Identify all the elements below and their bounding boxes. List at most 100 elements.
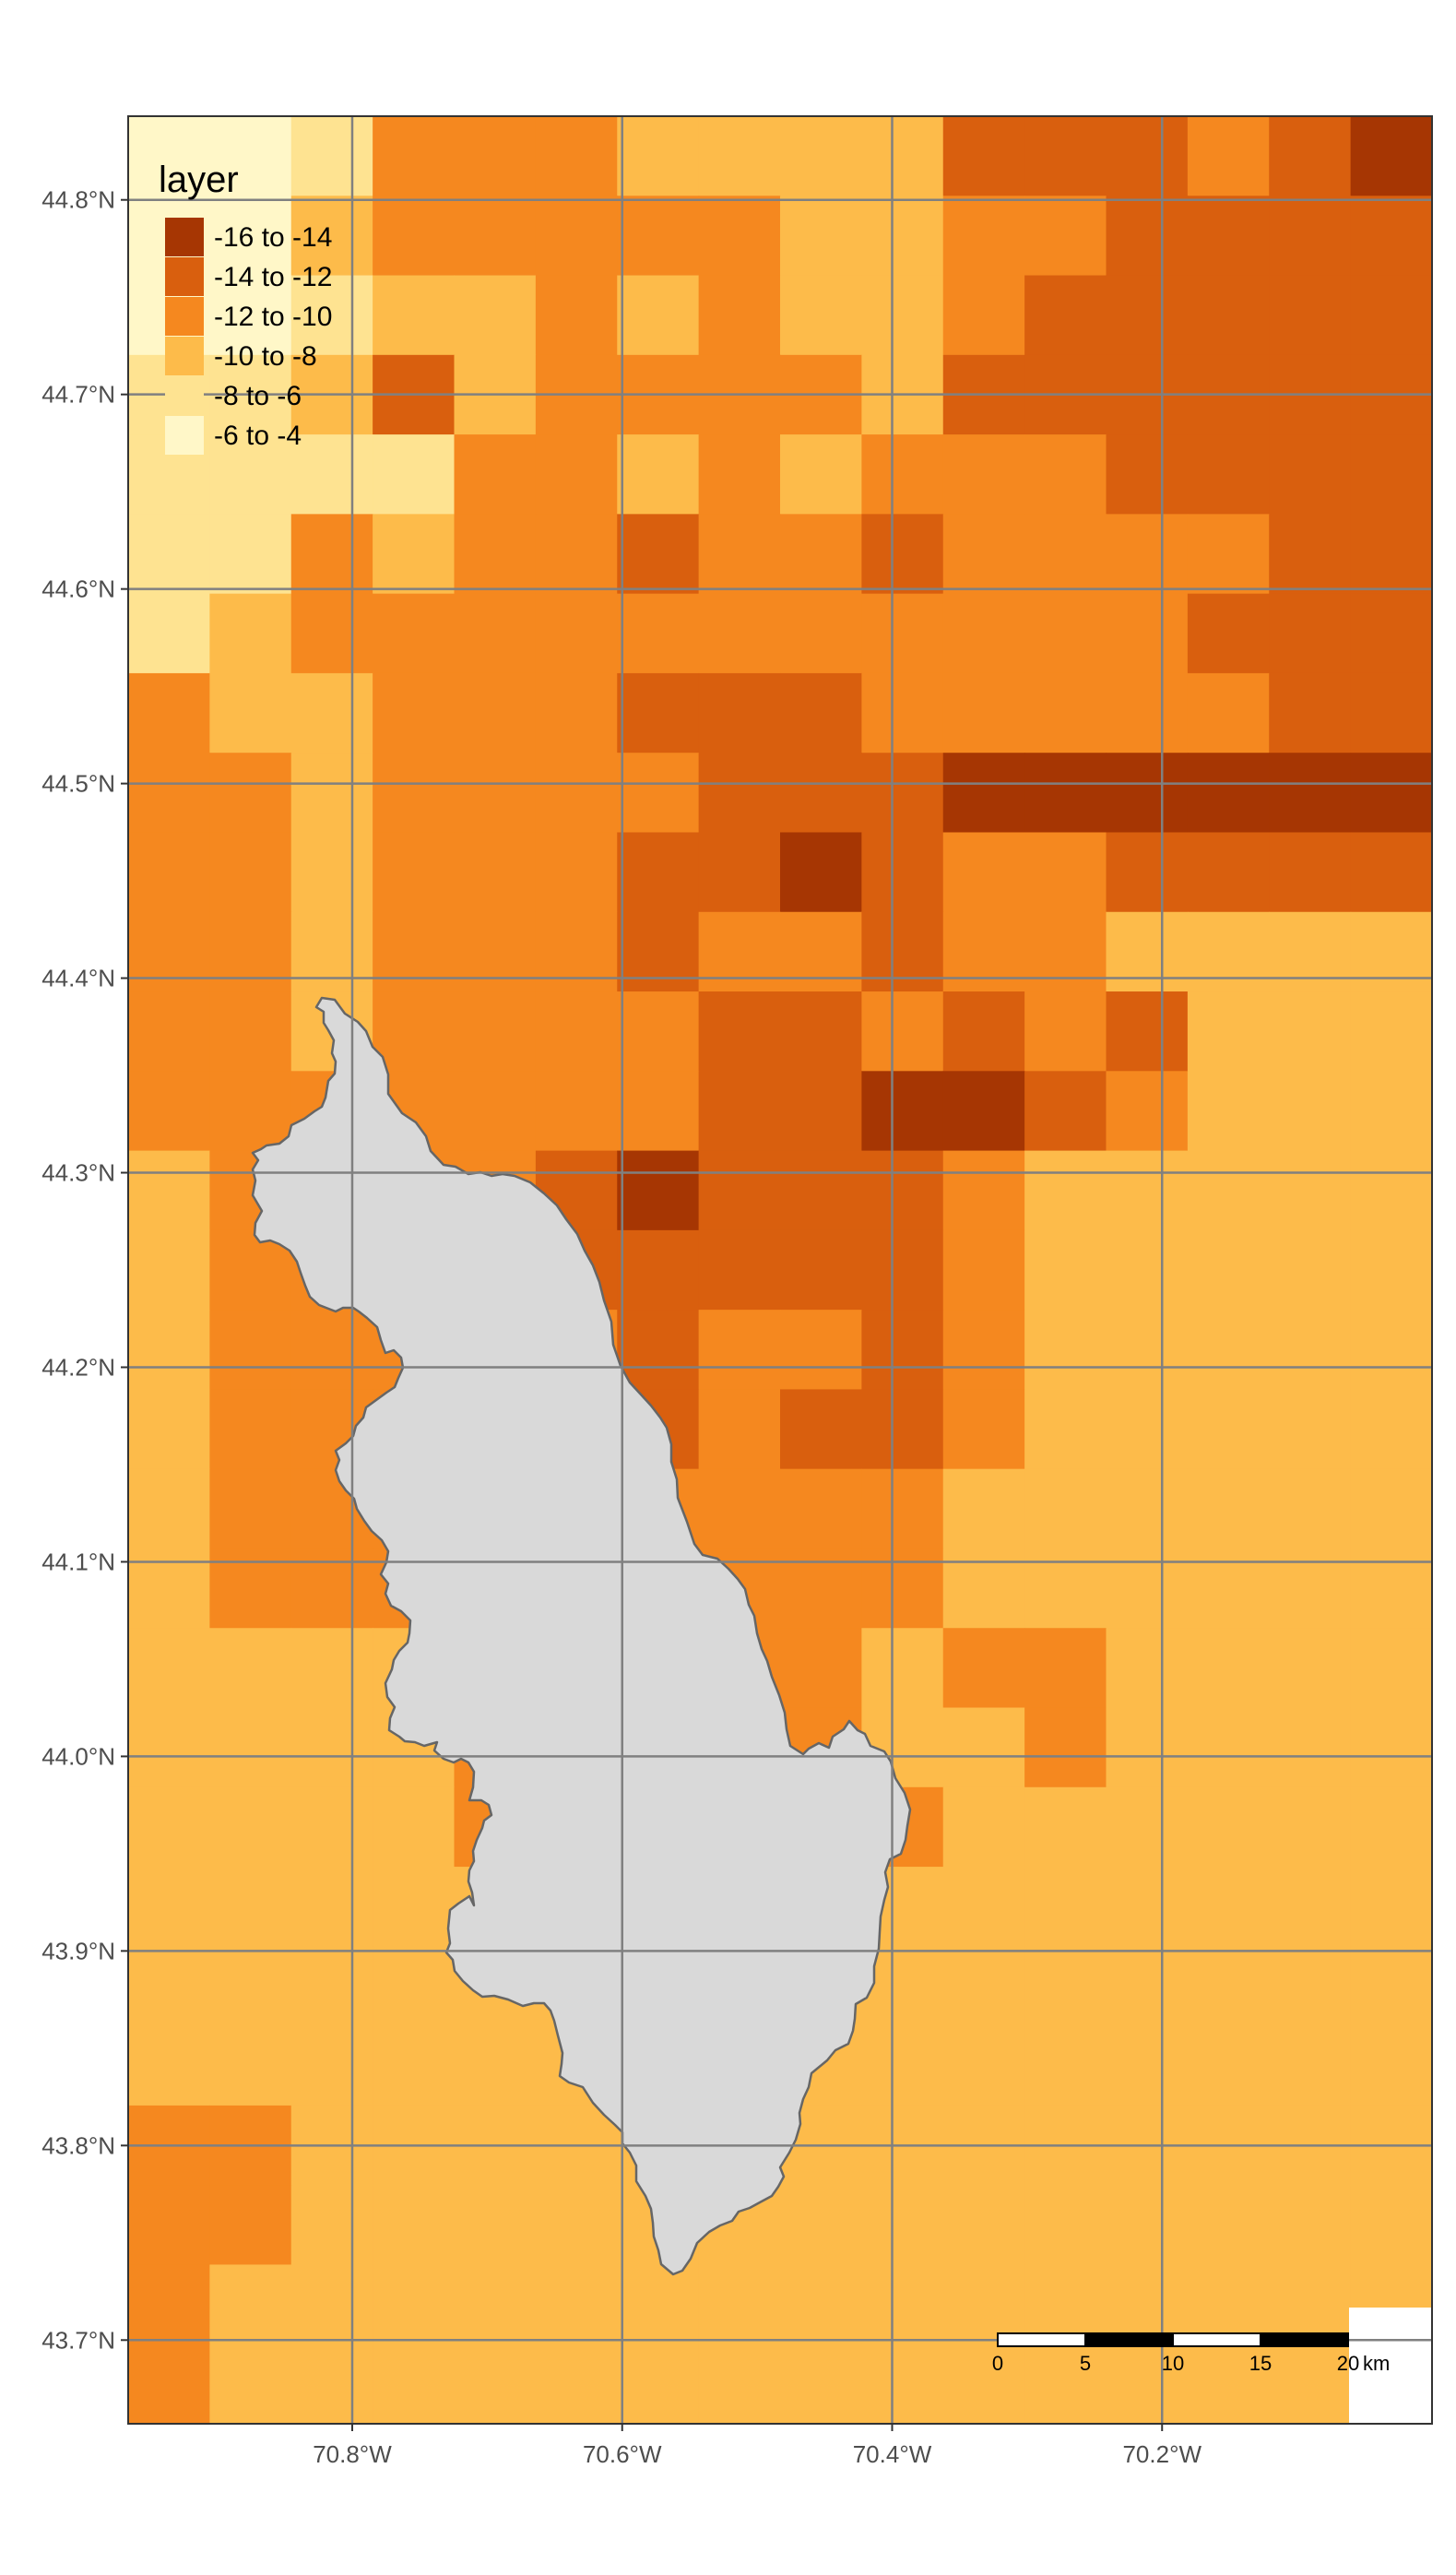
raster-cell bbox=[1269, 275, 1352, 356]
raster-cell bbox=[454, 593, 537, 674]
raster-cell bbox=[454, 2025, 537, 2106]
raster-cell bbox=[942, 1867, 1025, 1947]
raster-cell bbox=[535, 991, 618, 1072]
raster-cell bbox=[128, 1468, 210, 1549]
raster-cell bbox=[1024, 116, 1107, 196]
raster-cell bbox=[290, 2344, 373, 2425]
raster-cell bbox=[128, 1786, 210, 1868]
raster-cell bbox=[617, 911, 700, 992]
raster-cell bbox=[1024, 1150, 1107, 1231]
raster-cell bbox=[861, 196, 944, 277]
raster-cell bbox=[373, 593, 456, 674]
raster-cell bbox=[780, 593, 862, 674]
raster-cell bbox=[1269, 1150, 1352, 1231]
raster-cell bbox=[617, 2344, 700, 2425]
raster-cell bbox=[1024, 1707, 1107, 1788]
raster-cell bbox=[209, 1071, 292, 1152]
raster-cell bbox=[209, 1867, 292, 1947]
raster-cell bbox=[1187, 2185, 1270, 2266]
raster-cell bbox=[1269, 1628, 1352, 1709]
x-tick-label: 70.2°W bbox=[1122, 2440, 1201, 2468]
raster-cell bbox=[128, 1867, 210, 1947]
raster-cell bbox=[1269, 2185, 1352, 2266]
raster-cell bbox=[1106, 2344, 1189, 2425]
raster-cell bbox=[1024, 593, 1107, 674]
raster-cell bbox=[373, 1867, 456, 1947]
raster-cell bbox=[373, 991, 456, 1072]
raster-cell bbox=[373, 1946, 456, 2027]
raster-cell bbox=[128, 991, 210, 1072]
raster-cell bbox=[617, 2264, 700, 2345]
raster-cell bbox=[128, 1946, 210, 2027]
x-tick-label: 70.8°W bbox=[313, 2440, 392, 2468]
legend-label: -6 to -4 bbox=[214, 421, 302, 451]
raster-cell bbox=[1187, 275, 1270, 356]
legend-title: layer bbox=[159, 160, 239, 200]
raster-cell bbox=[1106, 196, 1189, 277]
raster-cell bbox=[535, 275, 618, 356]
raster-cell bbox=[1187, 1310, 1270, 1391]
raster-cell bbox=[942, 753, 1025, 834]
raster-cell bbox=[1024, 832, 1107, 913]
raster-cell bbox=[780, 1468, 862, 1549]
legend-label: -12 to -10 bbox=[214, 302, 332, 332]
x-tick-label: 70.4°W bbox=[853, 2440, 932, 2468]
raster-cell bbox=[1187, 2025, 1270, 2106]
raster-cell bbox=[535, 832, 618, 913]
raster-cell bbox=[290, 1867, 373, 1947]
raster-cell bbox=[1187, 593, 1270, 674]
raster-cell bbox=[1024, 1867, 1107, 1947]
raster-cell bbox=[1269, 434, 1352, 515]
raster-cell bbox=[861, 434, 944, 515]
raster-cell bbox=[209, 2264, 292, 2345]
raster-cell bbox=[942, 832, 1025, 913]
y-tick-label: 44.2°N bbox=[41, 1353, 115, 1381]
raster-cell bbox=[780, 832, 862, 913]
raster-cell bbox=[1187, 753, 1270, 834]
raster-cell bbox=[128, 2185, 210, 2266]
raster-cell bbox=[698, 1389, 781, 1470]
raster-cell bbox=[1106, 753, 1189, 834]
raster-cell bbox=[1269, 1786, 1352, 1868]
raster-cell bbox=[1106, 1389, 1189, 1470]
raster-cell bbox=[1106, 672, 1189, 754]
scale-bar-tick-label: 15 bbox=[1249, 2352, 1272, 2375]
raster-cell bbox=[1350, 1628, 1433, 1709]
raster-cell bbox=[780, 116, 862, 196]
raster-cell bbox=[698, 196, 781, 277]
y-tick-label: 44.5°N bbox=[41, 770, 115, 798]
raster-cell bbox=[1350, 1229, 1433, 1311]
raster-cell bbox=[1350, 991, 1433, 1072]
raster-cell bbox=[290, 672, 373, 754]
raster-cell bbox=[1024, 1786, 1107, 1868]
raster-cell bbox=[1024, 1628, 1107, 1709]
legend: layer -16 to -14 -14 to -12 -12 to -10 -10 … bbox=[159, 160, 332, 455]
raster-cell bbox=[698, 116, 781, 196]
raster-cell bbox=[209, 196, 292, 277]
raster-cell bbox=[454, 911, 537, 992]
raster-cell bbox=[861, 832, 944, 913]
y-tick-label: 44.1°N bbox=[41, 1548, 115, 1575]
raster-cell bbox=[1106, 514, 1189, 595]
raster-cell bbox=[780, 1389, 862, 1470]
scale-bar-segment bbox=[1172, 2332, 1261, 2347]
raster-cell bbox=[1350, 2025, 1433, 2106]
raster-cell bbox=[128, 1071, 210, 1152]
raster-cell bbox=[780, 1548, 862, 1629]
raster-cell bbox=[373, 832, 456, 913]
raster-cell bbox=[698, 593, 781, 674]
raster-cell bbox=[128, 1229, 210, 1311]
raster-cell bbox=[290, 275, 373, 356]
raster-cell bbox=[209, 1707, 292, 1788]
raster-cell bbox=[1106, 1468, 1189, 1549]
raster-cell bbox=[209, 2344, 292, 2425]
nodata-cell bbox=[1349, 2308, 1432, 2424]
raster-cell bbox=[1106, 1628, 1189, 1709]
raster-cell bbox=[617, 753, 700, 834]
scale-bar-tick-label: 5 bbox=[1080, 2352, 1091, 2375]
raster-cell bbox=[617, 991, 700, 1072]
raster-cell bbox=[209, 911, 292, 992]
raster-cell bbox=[454, 2344, 537, 2425]
raster-cell bbox=[1187, 1946, 1270, 2027]
raster-cell bbox=[1187, 672, 1270, 754]
